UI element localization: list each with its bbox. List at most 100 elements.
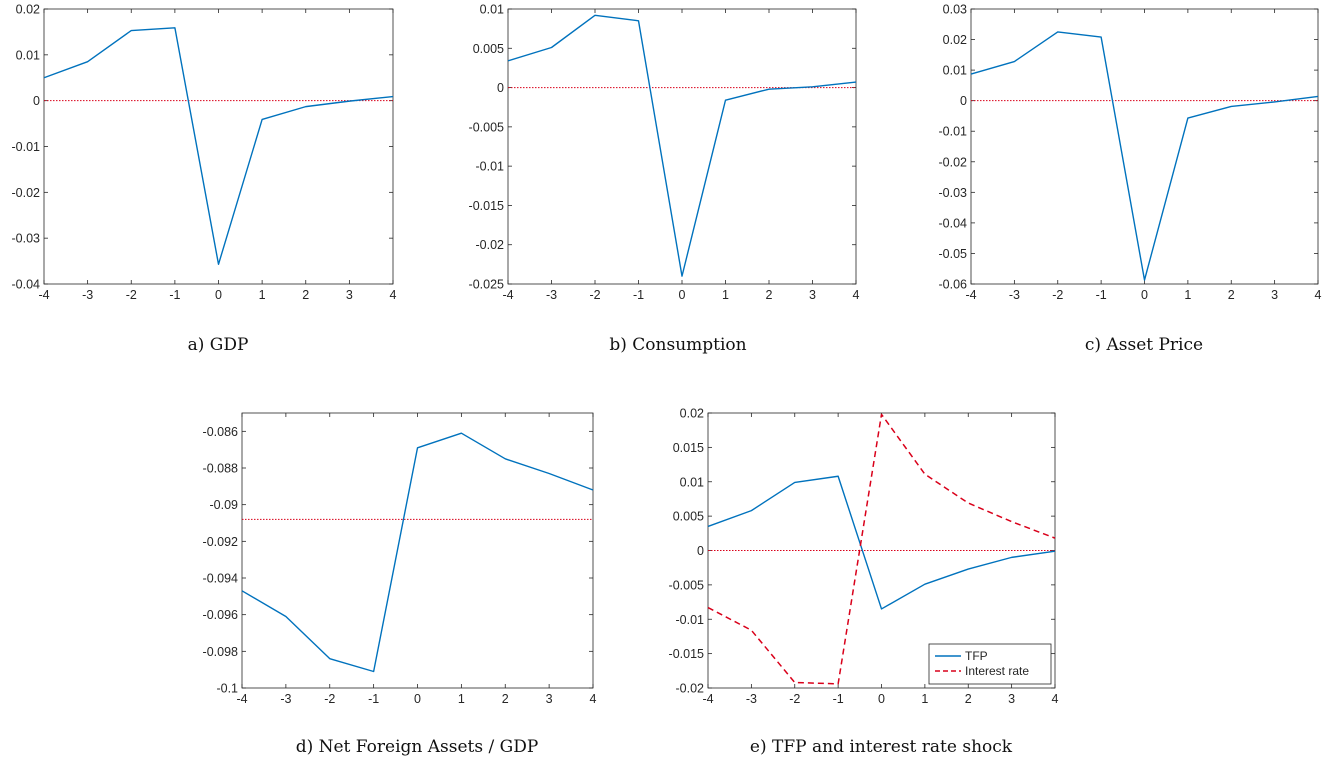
y-tick-label: -0.098 <box>203 645 238 659</box>
x-tick-label: -3 <box>82 288 93 302</box>
plot-area <box>970 8 1319 285</box>
x-tick-label: -3 <box>280 692 291 706</box>
x-tick-label: 3 <box>809 288 816 302</box>
x-tick-label: -4 <box>236 692 247 706</box>
x-tick-label: 2 <box>502 692 509 706</box>
y-tick-label: -0.1 <box>216 682 238 696</box>
x-tick-label: -2 <box>324 692 335 706</box>
y-tick-label: 0.01 <box>680 475 704 489</box>
y-tick-label: 0.01 <box>480 3 504 17</box>
y-tick-label: -0.03 <box>939 186 968 200</box>
chart-caption: b) Consumption <box>609 335 746 355</box>
y-tick-label: -0.005 <box>669 578 704 592</box>
x-tick-label: -1 <box>368 692 379 706</box>
y-tick-label: 0 <box>497 81 504 95</box>
x-tick-label: -1 <box>1096 288 1107 302</box>
y-tick-label: -0.02 <box>476 238 505 252</box>
x-tick-label: -4 <box>965 288 976 302</box>
legend-label: Interest rate <box>965 664 1029 678</box>
chart-caption: e) TFP and interest rate shock <box>750 737 1013 757</box>
x-tick-label: 1 <box>259 288 266 302</box>
y-tick-label: -0.04 <box>12 278 41 292</box>
chart-caption: c) Asset Price <box>1085 335 1203 355</box>
x-tick-label: 2 <box>766 288 773 302</box>
y-tick-label: -0.01 <box>12 140 41 154</box>
y-tick-label: -0.015 <box>669 647 704 661</box>
x-tick-label: 4 <box>1315 288 1322 302</box>
y-tick-label: -0.092 <box>203 535 238 549</box>
x-tick-label: 4 <box>853 288 860 302</box>
x-tick-label: -1 <box>169 288 180 302</box>
y-tick-label: -0.02 <box>12 186 41 200</box>
y-tick-label: 0.005 <box>473 42 504 56</box>
y-tick-label: -0.02 <box>939 155 968 169</box>
y-tick-label: 0 <box>33 94 40 108</box>
x-tick-label: 2 <box>302 288 309 302</box>
x-tick-label: 1 <box>921 692 928 706</box>
y-tick-label: -0.03 <box>12 232 41 246</box>
x-tick-label: 0 <box>414 692 421 706</box>
y-tick-label: -0.01 <box>476 160 505 174</box>
x-tick-label: -2 <box>589 288 600 302</box>
y-tick-label: -0.04 <box>939 216 968 230</box>
x-tick-label: -2 <box>1052 288 1063 302</box>
x-tick-label: 3 <box>346 288 353 302</box>
x-tick-label: -3 <box>1009 288 1020 302</box>
x-tick-label: -3 <box>746 692 757 706</box>
x-tick-label: -4 <box>702 692 713 706</box>
x-tick-label: 2 <box>965 692 972 706</box>
y-tick-label: 0 <box>960 94 967 108</box>
legend-box <box>928 643 1052 685</box>
x-tick-label: 1 <box>458 692 465 706</box>
chart-gdp: -4 -3 -2 -1 0 1 2 3 4 -0.04 -0.03 -0.02 -0.01 0 0.01 0.… <box>12 3 397 356</box>
y-tick-label: -0.086 <box>203 425 238 439</box>
y-tick-label: 0.03 <box>943 3 967 17</box>
y-tick-label: -0.096 <box>203 608 238 622</box>
y-tick-label: 0.02 <box>943 33 967 47</box>
y-tick-label: -0.088 <box>203 462 238 476</box>
x-tick-label: -2 <box>126 288 137 302</box>
y-tick-label: 0.01 <box>943 64 967 78</box>
x-tick-label: -1 <box>833 692 844 706</box>
y-tick-label: 0.02 <box>680 407 704 421</box>
y-tick-label: -0.005 <box>469 120 504 134</box>
y-tick-label: -0.06 <box>939 278 968 292</box>
y-tick-label: -0.094 <box>203 572 238 586</box>
x-tick-label: 4 <box>390 288 397 302</box>
chart-caption: a) GDP <box>188 335 249 355</box>
x-tick-label: -4 <box>38 288 49 302</box>
x-tick-label: 0 <box>679 288 686 302</box>
chart-caption: d) Net Foreign Assets / GDP <box>296 737 539 757</box>
x-tick-label: -1 <box>633 288 644 302</box>
chart-consumption: -4 -3 -2 -1 0 1 2 3 4 -0.025 -0.02 -0.015 -0.01 -0.00… <box>469 3 860 356</box>
x-tick-label: 0 <box>1141 288 1148 302</box>
x-tick-label: 0 <box>878 692 885 706</box>
y-tick-label: -0.015 <box>469 199 504 213</box>
y-tick-label: -0.01 <box>676 613 705 627</box>
x-tick-label: 3 <box>1271 288 1278 302</box>
x-tick-label: 0 <box>215 288 222 302</box>
x-tick-label: -4 <box>502 288 513 302</box>
y-tick-label: 0.01 <box>16 48 40 62</box>
y-tick-label: 0.02 <box>16 3 40 17</box>
x-tick-label: -3 <box>546 288 557 302</box>
plot-area <box>43 8 394 285</box>
y-tick-label: 0 <box>697 544 704 558</box>
x-tick-label: 1 <box>722 288 729 302</box>
y-tick-label: 0.005 <box>673 510 704 524</box>
legend-label: TFP <box>965 649 988 663</box>
y-tick-label: -0.09 <box>210 498 239 512</box>
x-tick-label: 3 <box>1008 692 1015 706</box>
y-tick-label: -0.01 <box>939 125 968 139</box>
y-tick-label: -0.02 <box>676 682 705 696</box>
chart-asset_price: -4 -3 -2 -1 0 1 2 3 4 -0.06 -0.05 -0.04 -0.03 -0.02 -0… <box>939 3 1322 356</box>
x-tick-label: 4 <box>1052 692 1059 706</box>
chart-tfp_interest: -4 -3 -2 -1 0 1 2 3 4 -0.02 -0.015 -0.01 -0.005 0 0.00… <box>669 407 1059 758</box>
x-tick-label: -2 <box>789 692 800 706</box>
y-tick-label: -0.025 <box>469 278 504 292</box>
x-tick-label: 4 <box>590 692 597 706</box>
chart-nfa_gdp: -4 -3 -2 -1 0 1 2 3 4 -0.1 -0.098 -0.096 -0.094 -0.09… <box>203 412 597 757</box>
x-tick-label: 1 <box>1184 288 1191 302</box>
